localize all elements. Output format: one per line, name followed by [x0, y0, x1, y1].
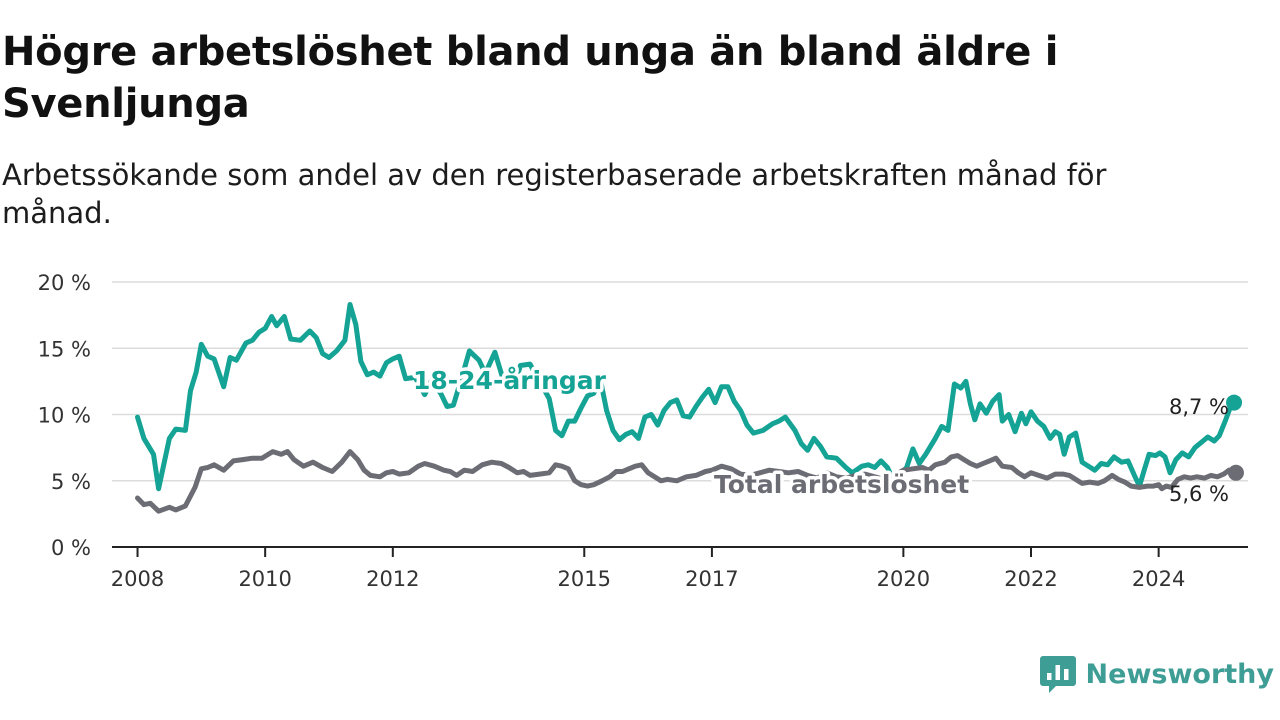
- brand-name: Newsworthy: [1085, 658, 1274, 690]
- x-tick-label: 2010: [238, 567, 291, 591]
- x-tick-label: 2015: [558, 567, 611, 591]
- x-tick-label: 2017: [685, 567, 738, 591]
- series-line-total: [135, 449, 1237, 514]
- end-point-marker-18-24: [1226, 394, 1243, 411]
- series-labels: 18-24-åringar Total arbetslöshet 8,7 % 5…: [410, 363, 1230, 507]
- x-tick-label: 2022: [1004, 567, 1057, 591]
- gridlines: 0 % 5 % 10 % 15 % 20 %: [38, 271, 1248, 560]
- y-tick-label: 15 %: [38, 337, 91, 361]
- y-tick-label: 0 %: [51, 536, 91, 560]
- y-tick-label: 10 %: [38, 404, 91, 428]
- axes: 2008 2010 2012 2015 2017 2020 2022 2024: [111, 546, 1248, 591]
- series-label-18-24: 18-24-åringar: [413, 366, 607, 395]
- newsworthy-logo: Newsworthy: [1039, 654, 1274, 694]
- series-line-18-24: [135, 302, 1235, 492]
- end-value-label-total: 5,6 %: [1169, 482, 1229, 506]
- chart-subtitle: Arbetssökande som andel av den registerb…: [2, 158, 1107, 230]
- x-tick-label: 2008: [111, 567, 164, 591]
- series-label-total: Total arbetslöshet: [714, 470, 969, 499]
- x-tick-label: 2024: [1132, 567, 1185, 591]
- line-chart: 0 % 5 % 10 % 15 % 20 % 18-24-åringar Total a…: [38, 271, 1248, 591]
- x-tick-label: 2020: [877, 567, 930, 591]
- series-lines: [135, 302, 1244, 514]
- x-tick-label: 2012: [366, 567, 419, 591]
- end-point-marker-total: [1227, 464, 1244, 481]
- chart-title: Högre arbetslöshet bland unga än bland ä…: [2, 29, 1059, 127]
- end-value-label-18-24: 8,7 %: [1169, 395, 1229, 419]
- y-tick-label: 5 %: [51, 470, 91, 494]
- y-tick-label: 20 %: [38, 271, 91, 295]
- bar-chart-speech-bubble-icon: [1039, 656, 1076, 693]
